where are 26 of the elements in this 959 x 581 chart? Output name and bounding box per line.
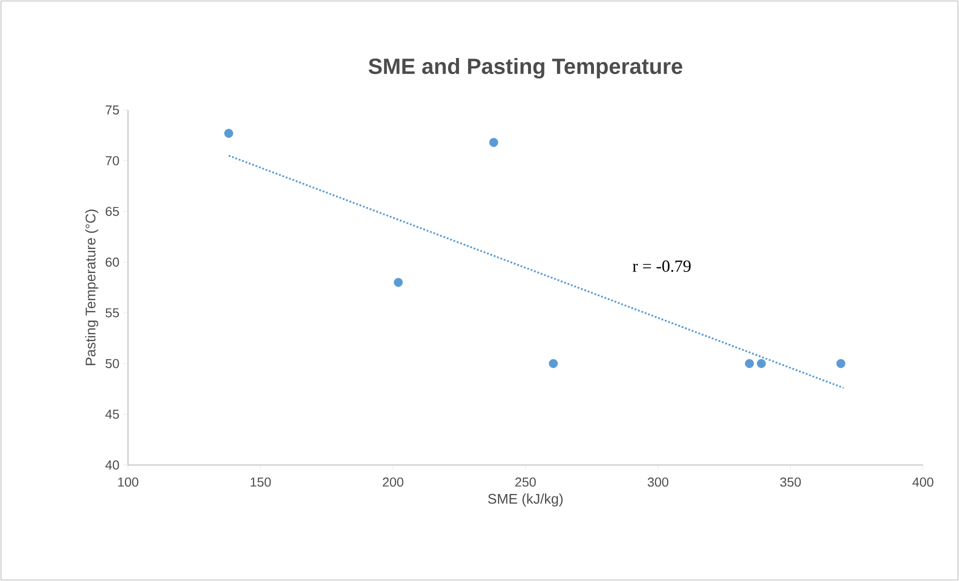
point — [394, 278, 403, 287]
x-tick-label: 150 — [250, 478, 271, 487]
x-tick-label: 100 — [118, 478, 138, 487]
y-axis-title: Pasting Temperature (°C) — [85, 210, 98, 366]
y-tick-label: 70 — [106, 156, 119, 166]
y-tick-label: 60 — [106, 258, 119, 267]
point — [836, 359, 846, 368]
y-tick-label: 50 — [106, 358, 119, 368]
y-tick-label: 45 — [105, 410, 119, 419]
x-tick-label: 350 — [780, 478, 801, 487]
y-tick-label: 40 — [105, 460, 119, 470]
x-tick-label: 300 — [648, 478, 668, 487]
x-axis-title: SME (kJ/kg) — [488, 494, 563, 507]
x-tick-label: 250 — [515, 478, 536, 487]
point — [744, 359, 754, 368]
point — [489, 138, 498, 147]
y-tick-label: 75 — [106, 105, 119, 115]
point — [224, 128, 234, 138]
point — [756, 359, 766, 368]
y-tick-label: 65 — [106, 206, 119, 216]
chart-title: SME and Pasting Temperature — [368, 58, 682, 78]
x-tick-label: 400 — [912, 478, 934, 487]
annotation: r = -0.79 — [632, 260, 691, 272]
y-tick-label: 55 — [106, 308, 119, 318]
point — [548, 359, 558, 368]
x-tick-label: 200 — [382, 478, 404, 487]
